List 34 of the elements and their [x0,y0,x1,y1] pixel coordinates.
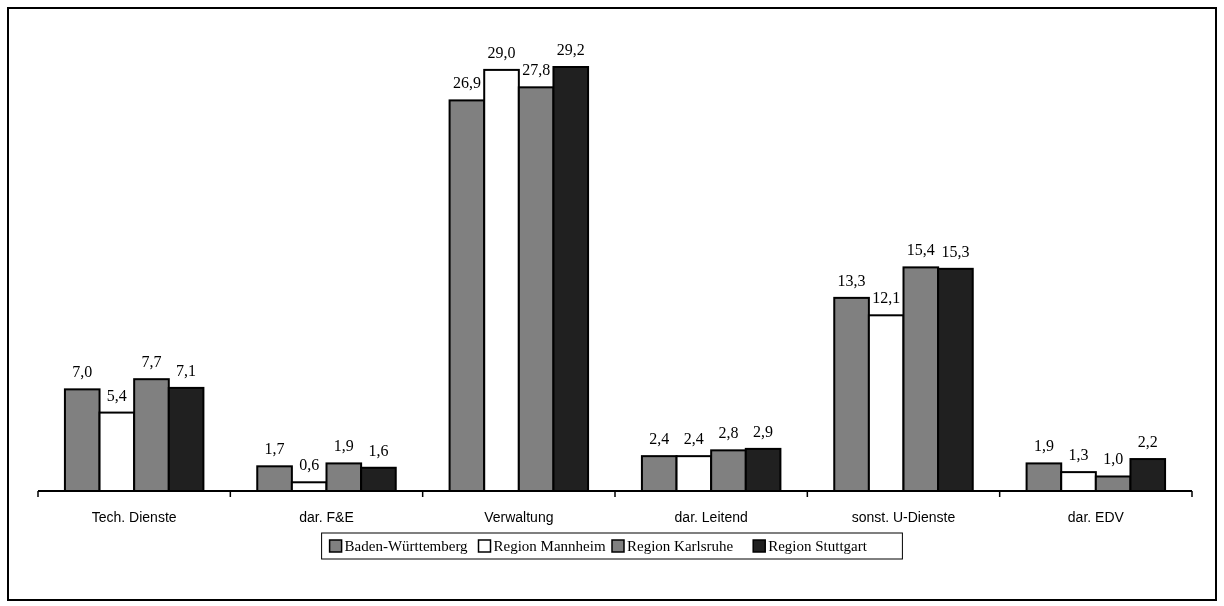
data-label: 7,0 [72,363,93,381]
data-label: 26,9 [452,74,481,92]
data-label: 2,4 [683,430,704,448]
data-label: 15,3 [941,242,970,260]
legend-label: Region Mannheim [493,538,606,554]
x-tick-label: dar. Leitend [674,509,748,525]
data-label: 1,9 [333,437,354,455]
data-label: 13,3 [837,271,866,289]
data-label: 27,8 [522,61,551,79]
data-label: 1,9 [1033,437,1054,455]
data-label: 29,0 [487,43,516,61]
legend-label: Region Stuttgart [768,538,868,554]
data-label: 1,7 [264,440,285,458]
data-label: 1,6 [368,441,389,459]
data-label: 7,7 [141,353,162,371]
x-tick-label: dar. F&E [299,509,354,525]
x-tick-label: sonst. U-Dienste [851,509,956,525]
data-label: 2,4 [649,430,670,448]
x-tick-label: Verwaltung [484,509,554,525]
data-label: 1,3 [1068,446,1089,464]
data-label: 0,6 [299,456,320,474]
data-label: 12,1 [872,289,901,307]
data-label: 2,9 [753,422,774,440]
data-label: 15,4 [906,241,935,259]
data-label: 1,0 [1103,450,1124,468]
data-label: 7,1 [176,361,197,379]
data-label: 2,2 [1137,433,1158,451]
x-tick-label: Tech. Dienste [91,509,177,525]
data-label: 5,4 [106,386,127,404]
data-label: 2,8 [718,424,739,442]
x-tick-label: dar. EDV [1067,509,1125,525]
data-label: 29,2 [556,41,585,58]
legend-label: Region Karlsruhe [627,538,734,554]
legend-label: Baden-Württemberg [344,538,469,554]
